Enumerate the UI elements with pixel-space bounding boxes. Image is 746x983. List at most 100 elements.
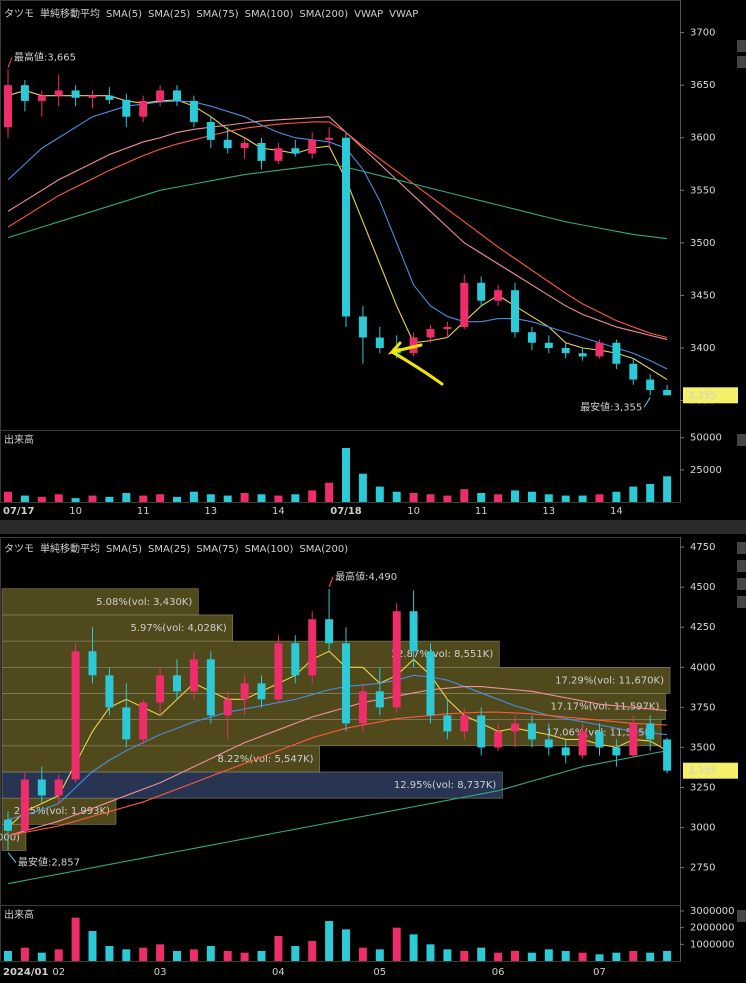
y-tick-label: 3600 [690,133,715,144]
y-tick-label: 4500 [690,582,715,593]
volume-bar [88,931,97,961]
volume-bar [308,490,317,502]
candle-body [139,100,148,117]
candle-body [308,139,317,154]
volume-bar [105,496,114,502]
last-price-label: 3,355 [688,390,717,401]
candle-body [477,715,486,748]
volume-bar [206,946,215,961]
x-tick-label: 11 [475,506,488,517]
candle-body [4,85,12,128]
volume-profile-bar [1,771,503,799]
x-tick-label: 2024/01 [3,967,48,978]
window-button[interactable] [737,542,746,554]
candle-body [291,643,300,676]
legend-item: SMA(25) [148,9,190,20]
volume-profile-label: 17.29%(vol: 11,670K) [555,675,664,686]
volume-bar [392,927,401,961]
volume-bar [460,951,469,961]
candle-body [663,739,672,771]
window-button[interactable] [737,578,746,590]
candle-body [578,353,587,357]
legend-item: SMA(200) [299,544,348,555]
volume-tick-label: 25000 [690,465,722,476]
candle-body [156,675,165,703]
candle-body [646,723,655,740]
volume-bar [409,934,418,961]
volume-bar [20,495,29,502]
candle-body [561,347,570,354]
window-button[interactable] [737,910,746,922]
candle-body [4,819,12,831]
candle-body [88,95,97,98]
window-button[interactable] [737,596,746,608]
candle-body [71,651,80,780]
x-tick-label: 04 [272,967,285,978]
volume-bar [139,495,148,502]
legend-item: SMA(5) [106,9,142,20]
volume-bar [561,951,570,961]
candle-body [139,702,148,740]
hand-drawn-arrow [387,341,444,386]
sma-line [7,711,668,837]
legend-item: SMA(25) [148,544,190,555]
volume-bar [358,473,367,502]
window-button[interactable] [737,560,746,572]
volume-bar [477,493,486,502]
candle-body [494,290,503,301]
volume-bar [156,494,165,502]
legend-item: SMA(200) [299,9,348,20]
candle-body [223,139,232,149]
candle-body [274,643,283,700]
y-tick-label: 3450 [690,290,715,301]
x-tick-label: 05 [373,967,386,978]
x-tick-label: 14 [272,506,285,517]
volume-bar [527,491,536,502]
candle-body [257,142,266,161]
last-price-box [683,762,738,779]
volume-profile-label: 0.62%(vol: 421,000) [0,832,20,843]
x-tick-label: 03 [154,967,167,978]
candle-body [189,659,198,692]
sma-line [7,674,668,821]
volume-bar [595,494,604,502]
volume-bar [358,947,367,961]
volume-bar [494,494,503,502]
window-button[interactable] [737,56,746,68]
candle-body [342,137,350,317]
volume-bar [189,491,198,502]
candle-body [561,747,570,756]
volume-tick-label: 50000 [690,433,722,444]
x-tick-label: 13 [542,506,555,517]
candle-body [392,611,401,708]
volume-bar [342,448,350,502]
volume-bar [663,476,672,502]
candle-body [156,90,165,101]
candle-body [37,779,46,796]
volume-profile-label: 5.97%(vol: 4,028K) [131,623,227,634]
volume-bar [291,494,300,502]
volume-tick-label: 3000000 [690,906,735,917]
x-tick-label: 13 [204,506,217,517]
volume-bar [578,495,587,502]
candle-body [612,342,621,364]
candle-body [358,316,367,338]
candle-body [308,619,317,676]
sma-line [7,750,668,885]
candle-body [629,723,638,756]
y-tick-label: 3650 [690,80,715,91]
candle-body [358,691,367,724]
volume-profile-label: 8.22%(vol: 5,547K) [217,754,313,765]
volume-profile-label: 5.08%(vol: 3,430K) [96,597,192,608]
sma-line [7,121,668,339]
volume-bar [257,951,266,961]
volume-bar [544,494,553,502]
window-button[interactable] [737,434,746,446]
volume-bar [139,947,148,961]
volume-bar [54,949,63,961]
volume-bar [325,482,334,502]
volume-profile-bar [1,745,320,773]
candle-body [629,363,638,380]
legend-item: SMA(75) [196,9,238,20]
window-button[interactable] [737,40,746,52]
